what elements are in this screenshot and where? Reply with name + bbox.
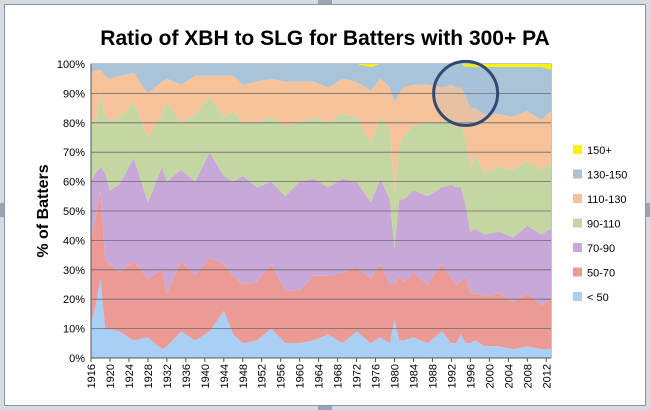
x-tick-label: 1948 xyxy=(238,364,250,388)
resize-handle-bottom[interactable] xyxy=(318,406,332,410)
x-tick-label: 1956 xyxy=(276,364,288,388)
y-tick-label: 10% xyxy=(63,324,85,336)
y-tick-label: 70% xyxy=(63,147,85,159)
legend-swatch xyxy=(573,243,582,252)
x-tick-label: 1996 xyxy=(465,364,477,388)
legend-label: 110-130 xyxy=(587,194,627,206)
legend-label: 70-90 xyxy=(587,243,615,255)
area-series-150- xyxy=(91,64,551,70)
chart-svg: Ratio of XBH to SLG for Batters with 300… xyxy=(35,27,627,388)
legend-label: 50-70 xyxy=(587,268,615,280)
legend-label: < 50 xyxy=(587,292,609,304)
x-tick-label: 1936 xyxy=(181,364,193,388)
y-tick-label: 30% xyxy=(63,265,85,277)
legend-label: 90-110 xyxy=(587,219,620,231)
y-tick-label: 20% xyxy=(63,294,85,306)
resize-handle-left[interactable] xyxy=(0,203,4,217)
x-tick-label: 1924 xyxy=(124,364,136,388)
x-tick-label: 1944 xyxy=(219,364,231,388)
legend-swatch xyxy=(573,194,582,203)
x-tick-label: 1976 xyxy=(371,364,383,388)
resize-handle-top[interactable] xyxy=(318,0,332,4)
legend-swatch xyxy=(573,218,582,228)
chart-area[interactable]: Ratio of XBH to SLG for Batters with 300… xyxy=(4,4,646,406)
x-tick-label: 1952 xyxy=(257,364,269,388)
x-tick-label: 1928 xyxy=(143,364,155,388)
x-tick-label: 1932 xyxy=(162,364,174,388)
area-series--50 xyxy=(91,278,551,358)
x-tick-label: 1992 xyxy=(446,364,458,388)
area-series-50-70 xyxy=(91,190,551,350)
x-tick-label: 1984 xyxy=(409,364,421,388)
area-series-110-130 xyxy=(91,69,551,191)
x-tick-label: 1920 xyxy=(105,364,117,388)
x-tick-label: 1968 xyxy=(333,364,345,388)
x-tick-label: 2004 xyxy=(503,364,515,388)
x-tick-label: 1980 xyxy=(390,364,402,388)
chart-title: Ratio of XBH to SLG for Batters with 300… xyxy=(100,27,549,50)
x-tick-label: 1988 xyxy=(427,364,439,388)
area-series-70-90 xyxy=(91,152,551,306)
x-tick-label: 1960 xyxy=(295,364,307,388)
x-tick-label: 2012 xyxy=(541,364,553,388)
legend-swatch xyxy=(573,145,582,154)
legend-label: 150+ xyxy=(587,145,612,157)
x-tick-label: 1972 xyxy=(352,364,364,388)
legend-swatch xyxy=(573,267,582,277)
x-tick-label: 2000 xyxy=(484,364,496,388)
y-tick-label: 40% xyxy=(63,235,85,247)
legend-swatch xyxy=(573,292,582,301)
y-tick-label: 100% xyxy=(57,59,85,71)
y-tick-label: 0% xyxy=(69,353,85,365)
legend-swatch xyxy=(573,169,582,179)
x-tick-label: 1964 xyxy=(314,364,326,388)
legend-label: 130-150 xyxy=(587,170,627,182)
y-tick-label: 80% xyxy=(63,118,85,130)
plot-area: 0% 10% 20% 30% 40% 50% 60% 70% 80% 90% 100% 1916 192… xyxy=(57,59,553,388)
annotation-circle xyxy=(432,59,500,127)
x-tick-label: 1916 xyxy=(86,364,98,388)
resize-handle-right[interactable] xyxy=(646,203,650,217)
y-tick-label: 60% xyxy=(63,177,85,189)
x-tick-label: 1940 xyxy=(200,364,212,388)
y-tick-label: 90% xyxy=(63,88,85,100)
x-tick-label: 2008 xyxy=(522,364,534,388)
legend: 150+ 130-150 110-130 90-110 70-90 50-70 < 50 xyxy=(573,145,627,304)
y-axis-label: % of Batters xyxy=(35,164,52,257)
area-series-90-110 xyxy=(91,93,551,250)
y-tick-label: 50% xyxy=(63,206,85,218)
